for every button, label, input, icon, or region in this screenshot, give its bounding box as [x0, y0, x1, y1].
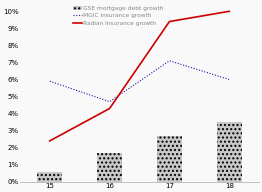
Legend: GSE mortgage debt growth, MGIC insurance growth, Radian insurance growth: GSE mortgage debt growth, MGIC insurance… [73, 6, 164, 26]
Bar [97, 153, 122, 182]
Bar [217, 122, 242, 182]
Bar [37, 172, 62, 182]
Bar [157, 136, 182, 182]
